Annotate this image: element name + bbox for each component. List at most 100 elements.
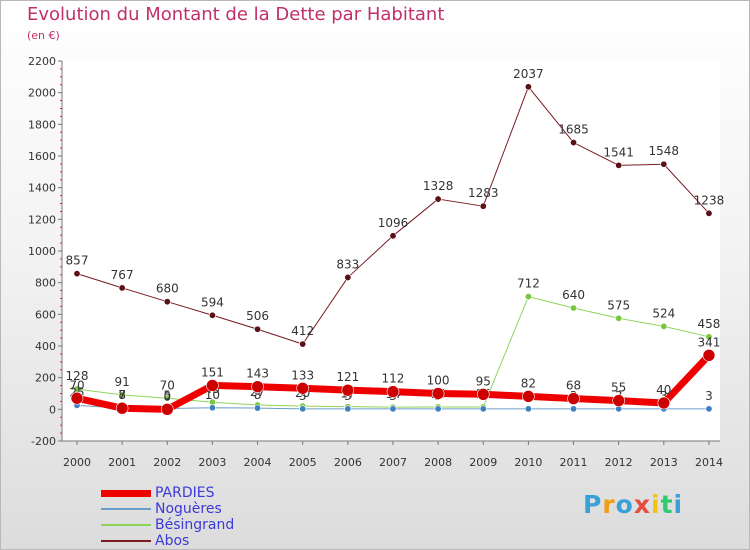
y-tick-label: 200 <box>35 372 56 385</box>
legend-label: PARDIES <box>155 485 215 501</box>
data-point <box>389 232 397 240</box>
legend-item-pardies: PARDIES <box>101 485 301 501</box>
data-point <box>70 391 84 405</box>
data-point <box>524 405 532 413</box>
data-label: 857 <box>66 254 89 268</box>
data-point <box>615 161 623 169</box>
data-point <box>434 405 442 413</box>
logo-letter: x <box>633 490 651 519</box>
data-label: 40 <box>656 383 671 397</box>
data-label: 128 <box>66 369 89 383</box>
y-tick-label: 2000 <box>28 87 56 100</box>
chart-title: Evolution du Montant de la Dette par Hab… <box>27 4 445 25</box>
logo-letter: i <box>651 490 661 519</box>
x-tick-label: 2001 <box>108 456 136 469</box>
data-label: 143 <box>246 367 269 381</box>
data-point <box>389 405 397 413</box>
x-tick-label: 2002 <box>153 456 181 469</box>
logo-letter: o <box>615 490 634 519</box>
data-label: 767 <box>111 268 134 282</box>
data-label: 7 <box>118 388 126 402</box>
x-tick-label: 2010 <box>514 456 542 469</box>
x-tick-label: 2007 <box>379 456 407 469</box>
y-tick-label: -200 <box>31 435 56 448</box>
data-label: 833 <box>336 257 359 271</box>
proxiti-logo: Proxiti <box>583 490 683 519</box>
data-point <box>254 404 262 412</box>
data-label: 121 <box>336 370 359 384</box>
data-point <box>299 405 307 413</box>
data-label: 506 <box>246 309 269 323</box>
legend-item-besingrand: Bésingrand <box>101 517 301 533</box>
data-point <box>386 385 400 398</box>
data-label: 1548 <box>649 144 680 158</box>
x-tick-label: 2009 <box>469 456 497 469</box>
data-label: 112 <box>382 372 405 386</box>
data-point <box>479 202 487 210</box>
data-point <box>115 401 129 415</box>
data-point <box>254 325 262 333</box>
data-point <box>118 284 126 292</box>
data-point <box>73 270 81 278</box>
data-label: 1096 <box>378 216 409 230</box>
data-label: 575 <box>607 298 630 312</box>
data-label: 70 <box>160 378 175 392</box>
data-point <box>341 383 355 397</box>
data-label: 1541 <box>603 145 634 159</box>
data-label: 8 <box>254 388 262 402</box>
x-tick-label: 2004 <box>244 456 272 469</box>
data-label: 3 <box>705 389 713 403</box>
data-label: 82 <box>521 376 536 390</box>
chart-unit: (en €) <box>27 29 60 42</box>
data-point <box>299 340 307 348</box>
data-label: 412 <box>291 324 314 338</box>
legend-label: Noguères <box>155 501 222 517</box>
data-point <box>570 139 578 147</box>
x-tick-label: 2008 <box>424 456 452 469</box>
data-point <box>657 396 671 410</box>
data-label: 55 <box>611 381 626 395</box>
y-tick-label: 1400 <box>28 182 56 195</box>
data-label: 70 <box>69 378 84 392</box>
data-label: 0 <box>163 389 171 403</box>
logo-letter: r <box>602 490 616 519</box>
data-label: 2037 <box>513 67 544 81</box>
data-point <box>476 387 490 401</box>
legend-item-nogueres: Noguères <box>101 501 301 517</box>
y-tick-label: 1800 <box>28 118 56 131</box>
data-label: 1685 <box>558 123 589 137</box>
data-label: 1238 <box>694 193 725 207</box>
data-label: 91 <box>114 375 129 389</box>
data-label: 1283 <box>468 186 499 200</box>
data-point <box>163 394 171 402</box>
data-point <box>615 314 623 322</box>
data-point <box>524 83 532 91</box>
data-label: 68 <box>566 379 581 393</box>
data-point <box>434 195 442 203</box>
y-tick-label: 400 <box>35 340 56 353</box>
y-tick-label: 1200 <box>28 213 56 226</box>
data-point <box>522 390 535 403</box>
data-label: 100 <box>427 374 450 388</box>
data-label: 712 <box>517 277 540 291</box>
legend-label: Abos <box>155 533 190 549</box>
data-point <box>251 380 264 393</box>
legend-swatch <box>101 524 151 526</box>
legend-label: Bésingrand <box>155 517 235 533</box>
data-label: 5 <box>163 389 171 403</box>
data-point <box>524 293 532 301</box>
x-tick-label: 2003 <box>198 456 226 469</box>
data-point <box>612 394 625 407</box>
data-label: 95 <box>476 374 491 388</box>
plot-area <box>62 61 720 441</box>
legend-swatch <box>101 490 151 497</box>
y-tick-label: 800 <box>35 277 56 290</box>
x-tick-label: 2012 <box>605 456 633 469</box>
data-point <box>206 379 219 392</box>
y-tick-label: 1000 <box>28 245 56 258</box>
data-point <box>570 405 578 413</box>
data-point <box>660 160 668 168</box>
data-label: 458 <box>698 317 721 331</box>
y-tick-label: 2200 <box>28 55 56 68</box>
